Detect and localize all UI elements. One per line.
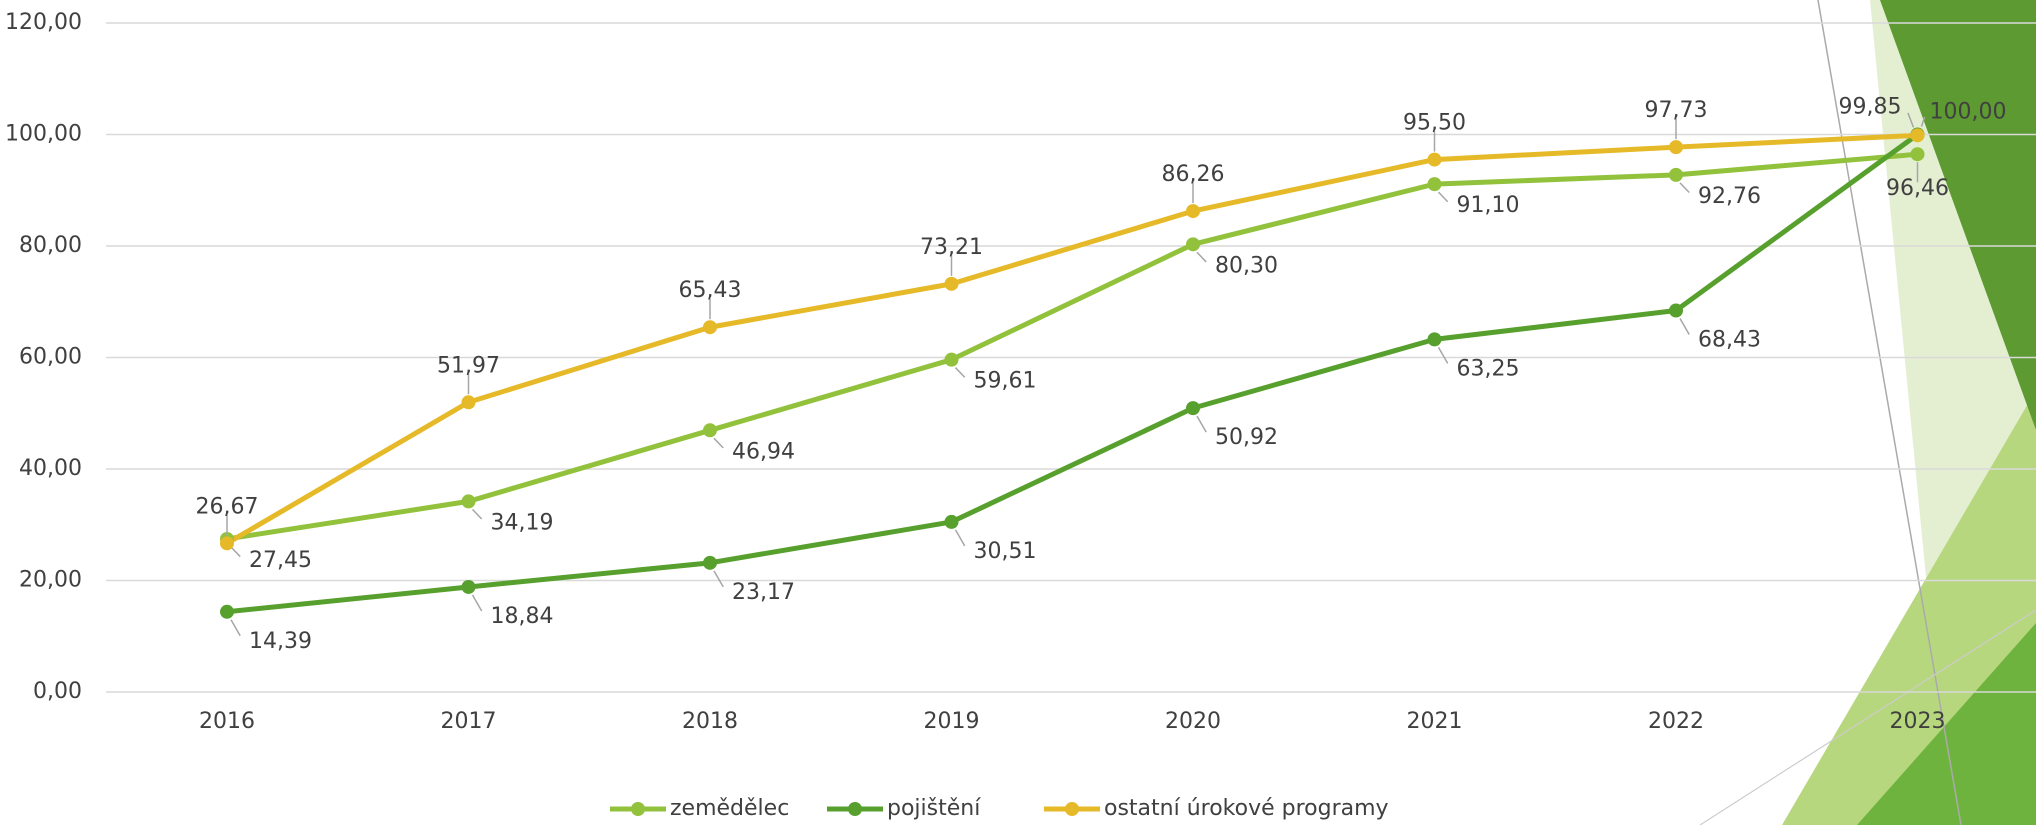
data-label: 59,61 [974,369,1037,394]
data-label: 86,26 [1162,162,1225,187]
x-tick-label: 2021 [1407,709,1463,734]
legend-marker [1065,802,1079,816]
data-point [945,277,959,291]
y-tick-label: 120,00 [5,10,82,35]
y-tick-label: 40,00 [19,456,82,481]
plot: 0,00 20,00 40,00 60,00 80,00 100,00 120,00 2016… [5,10,2036,821]
y-tick-label: 100,00 [5,122,82,147]
leader-line [473,595,482,611]
x-tick-label: 2020 [1165,709,1221,734]
data-point [462,395,476,409]
data-point [1911,128,1925,142]
data-label: 46,94 [732,439,795,464]
y-tick-label: 0,00 [33,679,82,704]
leader-line [231,620,240,636]
legend-label: pojištění [887,796,981,821]
leader-line [231,547,240,557]
data-point [1669,304,1683,318]
data-point [462,580,476,594]
data-label: 96,46 [1886,176,1949,201]
data-point [1186,237,1200,251]
data-label: 27,45 [249,548,312,573]
data-label: 50,92 [1215,425,1278,450]
data-point [1428,177,1442,191]
leader-line [1197,252,1206,262]
data-point [703,320,717,334]
x-tick-label: 2019 [924,709,980,734]
y-tick-label: 80,00 [19,233,82,258]
data-point [220,605,234,619]
data-label: 23,17 [732,580,795,605]
legend-label: zemědělec [670,796,789,821]
x-tick-label: 2023 [1890,709,1946,734]
data-point [1428,332,1442,346]
data-point [703,556,717,570]
x-tick-label: 2022 [1648,709,1704,734]
x-tick-label: 2016 [199,709,255,734]
leader-line [956,368,965,378]
legend-marker [848,802,862,816]
data-label: 18,84 [491,604,554,629]
data-label: 91,10 [1457,193,1520,218]
data-point [703,423,717,437]
data-label: 80,30 [1215,253,1278,278]
legend-label: ostatní úrokové programy [1104,796,1389,821]
leader-line [1439,192,1448,202]
leader-line [1197,416,1206,432]
leader-line [1439,347,1448,363]
data-point [1186,401,1200,415]
leader-line [714,438,723,448]
x-tick-label: 2017 [441,709,497,734]
data-label: 30,51 [974,539,1037,564]
data-label: 73,21 [920,235,983,260]
data-label: 26,67 [196,494,259,519]
data-label: 100,00 [1930,100,2007,125]
data-label: 14,39 [249,629,312,654]
legend-marker [631,802,645,816]
data-point [1669,168,1683,182]
leader-line [714,571,723,587]
data-point [1186,204,1200,218]
chart: 0,00 20,00 40,00 60,00 80,00 100,00 120,00 2016… [0,0,2036,825]
data-label: 65,43 [679,278,742,303]
x-tick-label: 2018 [682,709,738,734]
data-label: 95,50 [1403,111,1466,136]
data-label: 92,76 [1698,184,1761,209]
data-label: 68,43 [1698,328,1761,353]
data-point [1428,153,1442,167]
series-line [227,154,1918,539]
leader-line [956,530,965,546]
leader-line [1680,183,1689,193]
data-point [945,353,959,367]
series-line [227,135,1918,543]
y-tick-label: 60,00 [19,345,82,370]
data-point [220,536,234,550]
data-label: 34,19 [491,510,554,535]
data-point [462,494,476,508]
data-point [1669,140,1683,154]
data-point [945,515,959,529]
data-label: 63,25 [1457,356,1520,381]
data-point [1911,147,1925,161]
leader-line [473,509,482,519]
leader-line [1680,319,1689,335]
data-label: 51,97 [437,353,500,378]
data-label: 99,85 [1839,94,1902,119]
y-tick-label: 20,00 [19,568,82,593]
data-label: 97,73 [1645,98,1708,123]
